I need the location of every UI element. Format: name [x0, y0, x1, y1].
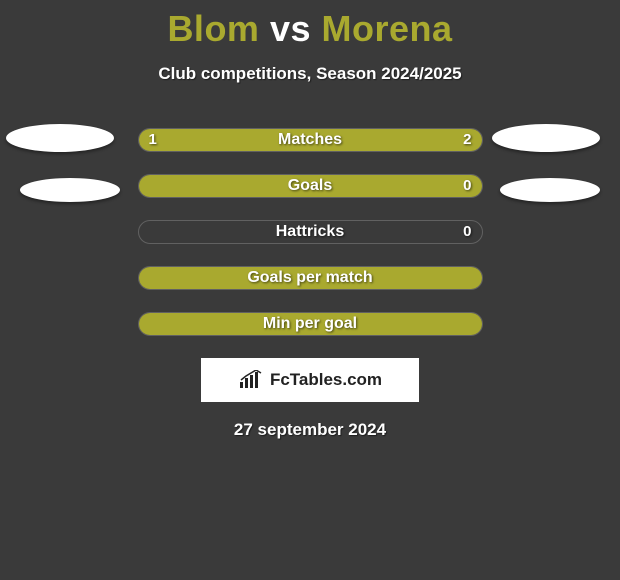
player2-club-oval — [500, 178, 600, 202]
player1-badge-oval — [6, 124, 114, 152]
bar-label: Hattricks — [139, 221, 482, 243]
bar-label: Matches — [139, 129, 482, 151]
brand-name: FcTables.com — [270, 370, 382, 390]
bar-row-hattricks: Hattricks 0 — [138, 220, 483, 244]
brand-badge[interactable]: FcTables.com — [201, 358, 419, 402]
player2-badge-oval — [492, 124, 600, 152]
bar-value-right: 2 — [463, 129, 471, 151]
bar-value-right: 0 — [463, 221, 471, 243]
bar-row-goals: Goals 0 — [138, 174, 483, 198]
player2-name: Morena — [322, 8, 453, 49]
player1-club-oval — [20, 178, 120, 202]
page-title: Blom vs Morena — [0, 0, 620, 50]
bar-label: Min per goal — [139, 313, 482, 335]
bar-label: Goals per match — [139, 267, 482, 289]
vs-text: vs — [270, 8, 311, 49]
subtitle: Club competitions, Season 2024/2025 — [0, 64, 620, 84]
bar-label: Goals — [139, 175, 482, 197]
comparison-chart: 1 Matches 2 Goals 0 Hattricks 0 Goals pe… — [138, 128, 483, 336]
player1-name: Blom — [167, 8, 259, 49]
bar-value-right: 0 — [463, 175, 471, 197]
date-text: 27 september 2024 — [0, 420, 620, 440]
chart-icon — [238, 370, 264, 390]
bar-row-goals-per-match: Goals per match — [138, 266, 483, 290]
bar-row-min-per-goal: Min per goal — [138, 312, 483, 336]
bar-row-matches: 1 Matches 2 — [138, 128, 483, 152]
